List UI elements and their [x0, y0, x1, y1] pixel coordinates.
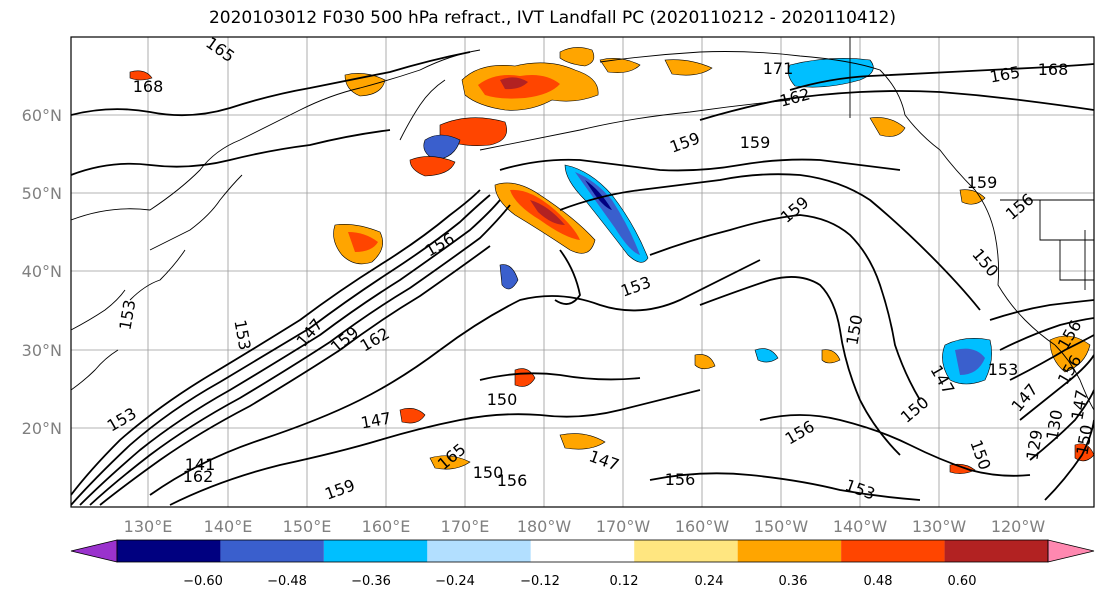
colorbar-tick-label: −0.60 — [183, 574, 223, 589]
colorbar-tick-label: 0.24 — [695, 574, 724, 589]
contour-label: 159 — [967, 173, 998, 192]
contour-label: 168 — [1038, 60, 1069, 79]
longitude-label: 150°E — [283, 517, 332, 536]
map-title: 2020103012 F030 500 hPa refract., IVT La… — [208, 8, 896, 28]
longitude-label: 170°W — [596, 517, 651, 536]
longitude-labels: 130°E 140°E 150°E 160°E 170°E 180°W 170°W 160°W… — [124, 517, 1046, 536]
colorbar-segment — [530, 540, 635, 562]
latitude-label: 40°N — [22, 262, 62, 281]
colorbar-tick-label: 0.60 — [948, 574, 977, 589]
longitude-label: 130°W — [912, 517, 967, 536]
longitude-label: 130°E — [124, 517, 173, 536]
contour-label: 141 — [185, 455, 216, 474]
contour-label: 150 — [487, 390, 518, 409]
colorbar-outline — [116, 539, 1049, 563]
longitude-label: 160°W — [675, 517, 730, 536]
colorbar-tick-labels: −0.60 −0.48 −0.36 −0.24 −0.12 0.12 0.24 0.36 0.4… — [183, 574, 976, 589]
colorbar-tick-label: −0.24 — [435, 574, 475, 589]
colorbar-segment — [220, 540, 324, 562]
longitude-label: 170°E — [441, 517, 490, 536]
contour-label: 168 — [133, 77, 164, 96]
colorbar-segment — [323, 540, 428, 562]
contour-label: 153 — [988, 360, 1019, 379]
colorbar-segment — [944, 540, 1048, 562]
colorbar-segment — [427, 540, 531, 562]
contour-label: 156 — [665, 470, 696, 489]
gridlines — [71, 37, 1094, 507]
colorbar-tick-label: −0.12 — [520, 574, 560, 589]
colorbar-tick-label: 0.48 — [864, 574, 893, 589]
latitude-label: 50°N — [22, 184, 62, 203]
refractivity-shading — [129, 47, 1094, 474]
latitude-labels: 60°N 50°N 40°N 30°N 20°N — [22, 106, 62, 438]
colorbar-tick-label: −0.36 — [351, 574, 391, 589]
colorbar-tick-label: 0.12 — [610, 574, 639, 589]
colorbar — [70, 539, 1095, 563]
latitude-label: 60°N — [22, 106, 62, 125]
colorbar-segment — [841, 540, 945, 562]
colorbar-segment — [737, 540, 842, 562]
longitude-label: 140°E — [204, 517, 253, 536]
longitude-label: 140°W — [833, 517, 888, 536]
longitude-label: 180°W — [517, 517, 572, 536]
contour-label: 159 — [740, 133, 771, 152]
coastlines — [71, 37, 1094, 411]
map-frame — [70, 36, 1095, 508]
contour-label: 156 — [497, 471, 528, 490]
contour-label: 150 — [473, 463, 504, 482]
latitude-label: 20°N — [22, 419, 62, 438]
colorbar-extend-min — [70, 539, 118, 563]
colorbar-tick-label: −0.48 — [267, 574, 307, 589]
longitude-label: 150°W — [754, 517, 809, 536]
height-contours — [71, 51, 1094, 506]
longitude-label: 120°W — [991, 517, 1046, 536]
contour-label: 171 — [763, 59, 794, 78]
colorbar-extend-max — [1047, 539, 1095, 563]
longitude-label: 160°E — [362, 517, 411, 536]
contour-label: 162 — [183, 467, 214, 486]
latitude-label: 30°N — [22, 341, 62, 360]
colorbar-segment — [634, 540, 738, 562]
colorbar-segment — [117, 540, 221, 562]
contour-label: 150 — [1072, 423, 1096, 456]
colorbar-tick-label: 0.36 — [779, 574, 808, 589]
